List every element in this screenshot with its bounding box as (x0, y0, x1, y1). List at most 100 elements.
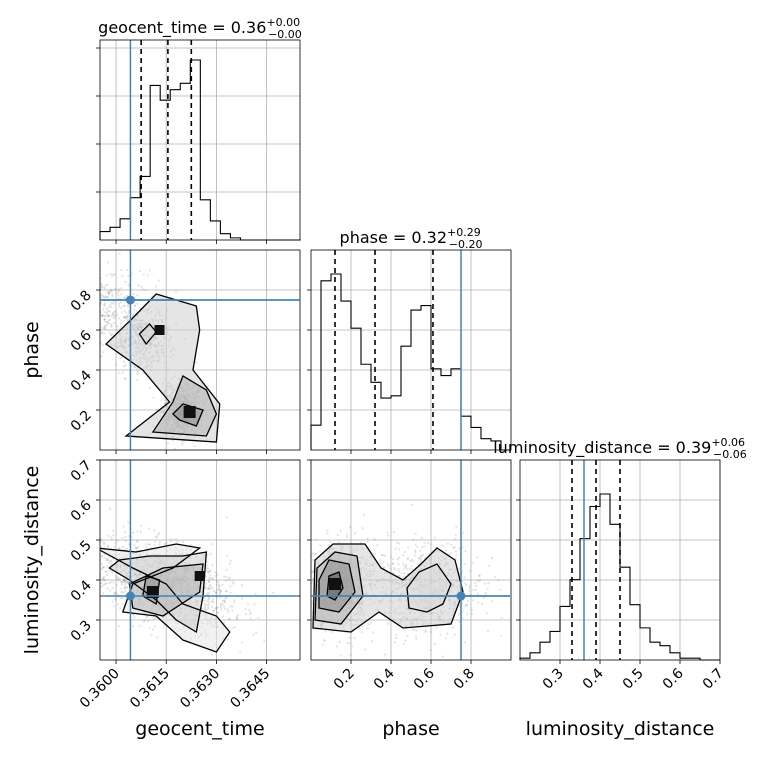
sample-point (224, 597, 227, 600)
sample-point (93, 317, 95, 319)
sample-point (463, 562, 466, 566)
sample-point (106, 315, 110, 318)
sample-point (189, 544, 193, 547)
sample-point (57, 307, 59, 309)
sample-point (236, 613, 239, 617)
sample-point (106, 565, 109, 568)
sample-point (104, 556, 107, 559)
sample-point (182, 540, 185, 543)
sample-point (471, 561, 474, 564)
sample-point (433, 536, 436, 539)
sample-point (221, 599, 224, 602)
sample-point (131, 531, 135, 534)
sample-point (59, 323, 61, 325)
sample-point (113, 288, 116, 291)
sample-point (133, 544, 136, 547)
sample-point (308, 564, 310, 566)
sample-point (100, 331, 103, 334)
sample-point (111, 311, 114, 315)
sample-point (87, 317, 89, 319)
sample-point (122, 545, 125, 548)
sample-point (302, 589, 304, 591)
sample-point (97, 296, 99, 298)
sample-point (454, 557, 457, 560)
sample-point (477, 579, 480, 583)
sample-point (383, 653, 387, 656)
sample-point (113, 314, 116, 317)
sample-point (89, 556, 91, 558)
sample-point (107, 315, 110, 318)
sample-point (95, 286, 97, 288)
sample-point (424, 630, 427, 634)
sample-point (386, 531, 389, 534)
sample-point (441, 544, 444, 547)
sample-point (361, 631, 364, 634)
sample-point (254, 592, 257, 596)
sample-point (211, 586, 214, 589)
sample-point (71, 569, 73, 571)
sample-point (81, 264, 83, 266)
x-tick-label-geocent_time: 0.3630 (177, 666, 223, 712)
sample-point (207, 606, 210, 609)
sample-point (302, 606, 304, 608)
sample-point (395, 633, 398, 636)
sample-point (108, 318, 111, 321)
sample-point (203, 596, 206, 600)
sample-point (373, 538, 376, 541)
sample-point (486, 587, 489, 591)
sample-point (397, 568, 400, 571)
sample-point (119, 301, 122, 304)
x-axis-label-phase: phase (382, 718, 439, 740)
sample-point (100, 285, 104, 289)
sample-point (89, 595, 91, 597)
sample-point (114, 574, 117, 578)
sample-point (207, 580, 210, 583)
sample-point (206, 564, 209, 567)
sample-point (110, 333, 114, 336)
sample-point (61, 288, 63, 290)
sample-point (97, 293, 99, 295)
sample-point (206, 384, 209, 387)
sample-point (83, 573, 85, 575)
sample-point (225, 589, 228, 593)
panel-frame-diag-luminosity_distance (519, 459, 721, 661)
sample-point (208, 596, 211, 599)
sample-point (106, 309, 110, 313)
sample-point (414, 543, 417, 546)
sample-point (76, 315, 78, 317)
sample-point (145, 616, 148, 619)
sample-point (235, 618, 239, 621)
sample-point (444, 637, 447, 640)
sample-point (462, 531, 465, 534)
sample-point (174, 538, 177, 541)
sample-point (368, 623, 371, 626)
sample-point (466, 599, 470, 603)
sample-point (248, 608, 251, 612)
hist-grid-phase (311, 250, 511, 450)
sample-point (430, 630, 433, 633)
sample-point (223, 599, 226, 602)
sample-point (115, 591, 118, 594)
sample-point (97, 317, 99, 319)
sample-point (72, 571, 74, 573)
sample-point (383, 554, 387, 557)
sample-point (147, 543, 150, 546)
sample-point (126, 268, 129, 271)
sample-point (119, 325, 122, 328)
sample-point (139, 530, 142, 534)
sample-point (95, 284, 97, 286)
sample-point (84, 322, 86, 324)
sample-point (228, 576, 231, 579)
sample-point (124, 535, 127, 539)
sample-point (112, 591, 116, 594)
sample-point (113, 317, 116, 320)
sample-point (104, 582, 107, 585)
sample-point (102, 583, 105, 587)
sample-point (103, 553, 107, 556)
sample-point (225, 590, 228, 593)
sample-point (110, 315, 114, 319)
sample-point (78, 270, 80, 272)
sample-point (296, 612, 298, 614)
sample-point (137, 284, 140, 287)
x-tick-label-geocent_time: 0.3600 (77, 666, 123, 712)
